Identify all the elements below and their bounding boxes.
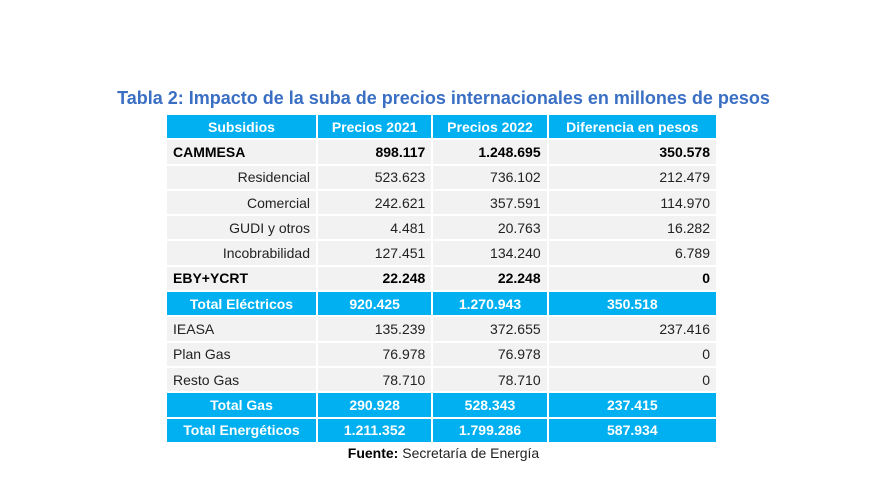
value-cell: 127.451 — [315, 239, 434, 267]
value-cell: 350.518 — [546, 290, 719, 318]
table-row: Total Energéticos 1.211.352 1.799.286 587.9… — [165, 416, 719, 444]
row-label: Plan Gas — [165, 340, 318, 368]
header-row: Subsidios Precios 2021 Precios 2022 Diferen… — [165, 112, 719, 141]
source-label: Fuente: — [347, 445, 399, 461]
value-cell: 242.621 — [315, 188, 434, 217]
table-row: EBY+YCRT 22.248 22.248 0 — [165, 264, 719, 293]
row-label: GUDI y otros — [165, 214, 318, 242]
table-row: GUDI y otros 4.481 20.763 16.282 — [165, 214, 719, 242]
table-row: Resto Gas 78.710 78.710 0 — [165, 365, 719, 394]
value-cell: 1.270.943 — [431, 290, 549, 318]
header-cell: Precios 2021 — [315, 112, 434, 141]
table-row: CAMMESA 898.117 1.248.695 350.578 — [165, 138, 719, 166]
value-cell: 237.416 — [546, 315, 719, 343]
value-cell: 528.343 — [431, 391, 549, 419]
value-cell: 16.282 — [546, 214, 719, 242]
row-label: Residencial — [165, 163, 318, 191]
value-cell: 20.763 — [431, 214, 549, 242]
table-row: Plan Gas 76.978 76.978 0 — [165, 340, 719, 368]
value-cell: 0 — [546, 365, 719, 394]
row-label: EBY+YCRT — [165, 264, 318, 293]
table-row: Incobrabilidad 127.451 134.240 6.789 — [165, 239, 719, 267]
value-cell: 78.710 — [431, 365, 549, 394]
row-label: Comercial — [165, 188, 318, 217]
value-cell: 0 — [546, 264, 719, 293]
source-text: Secretaría de Energía — [402, 445, 540, 461]
table-row: Comercial 242.621 357.591 114.970 — [165, 188, 719, 217]
source: Fuente: Secretaría de Energía — [0, 445, 887, 461]
value-cell: 22.248 — [431, 264, 549, 293]
header-cell: Subsidios — [165, 112, 318, 141]
table-row: Total Gas 290.928 528.343 237.415 — [165, 391, 719, 419]
header-cell: Diferencia en pesos — [546, 112, 719, 141]
value-cell: 6.789 — [546, 239, 719, 267]
value-cell: 135.239 — [315, 315, 434, 343]
value-cell: 736.102 — [431, 163, 549, 191]
row-label: Total Energéticos — [165, 416, 318, 444]
value-cell: 372.655 — [431, 315, 549, 343]
value-cell: 920.425 — [315, 290, 434, 318]
row-label: CAMMESA — [165, 138, 318, 166]
row-label: Total Eléctricos — [165, 290, 318, 318]
table-body: CAMMESA 898.117 1.248.695 350.578 Residencia… — [165, 138, 719, 444]
row-label: Total Gas — [165, 391, 318, 419]
table-row: Residencial 523.623 736.102 212.479 — [165, 163, 719, 191]
value-cell: 1.248.695 — [431, 138, 549, 166]
value-cell: 523.623 — [315, 163, 434, 191]
table-title: Tabla 2: Impacto de la suba de precios i… — [117, 88, 770, 108]
value-cell: 0 — [546, 340, 719, 368]
value-cell: 587.934 — [546, 416, 719, 444]
value-cell: 237.415 — [546, 391, 719, 419]
value-cell: 76.978 — [431, 340, 549, 368]
value-cell: 76.978 — [315, 340, 434, 368]
value-cell: 22.248 — [315, 264, 434, 293]
value-cell: 114.970 — [546, 188, 719, 217]
value-cell: 898.117 — [315, 138, 434, 166]
row-label: IEASA — [165, 315, 318, 343]
value-cell: 4.481 — [315, 214, 434, 242]
table-row: Total Eléctricos 920.425 1.270.943 350.518 — [165, 290, 719, 318]
value-cell: 1.211.352 — [315, 416, 434, 444]
value-cell: 357.591 — [431, 188, 549, 217]
value-cell: 290.928 — [315, 391, 434, 419]
table-row: IEASA 135.239 372.655 237.416 — [165, 315, 719, 343]
value-cell: 1.799.286 — [431, 416, 549, 444]
value-cell: 350.578 — [546, 138, 719, 166]
row-label: Incobrabilidad — [165, 239, 318, 267]
row-label: Resto Gas — [165, 365, 318, 394]
data-table: Subsidios Precios 2021 Precios 2022 Diferen… — [165, 112, 719, 444]
value-cell: 212.479 — [546, 163, 719, 191]
value-cell: 134.240 — [431, 239, 549, 267]
value-cell: 78.710 — [315, 365, 434, 394]
header-cell: Precios 2022 — [431, 112, 549, 141]
